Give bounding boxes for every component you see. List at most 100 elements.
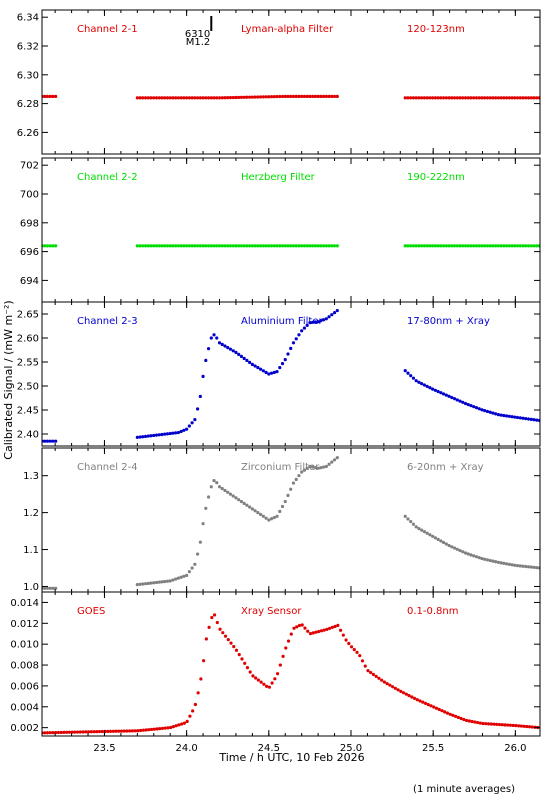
y-tick-label: 698 xyxy=(20,218,39,229)
data-point xyxy=(327,94,331,98)
data-point xyxy=(212,333,216,337)
data-point xyxy=(212,613,217,617)
data-point xyxy=(417,244,421,248)
data-point xyxy=(366,669,370,673)
data-point xyxy=(510,96,514,100)
data-point xyxy=(302,244,307,248)
data-point xyxy=(508,723,513,727)
data-point xyxy=(526,417,531,421)
x-axis-label: Time / h UTC, 10 Feb 2026 xyxy=(218,751,364,764)
data-point xyxy=(100,729,104,734)
data-point xyxy=(447,394,451,398)
data-point xyxy=(407,693,411,698)
y-tick-label: 6.26 xyxy=(17,128,39,139)
data-point xyxy=(198,96,202,100)
channel-label: Channel 2-3 xyxy=(77,316,138,327)
data-point xyxy=(204,506,208,510)
data-point xyxy=(537,566,540,570)
data-point xyxy=(248,670,252,674)
data-point xyxy=(283,244,287,248)
data-point xyxy=(428,96,432,100)
data-point xyxy=(106,729,110,734)
data-point xyxy=(272,95,276,99)
data-point xyxy=(43,244,47,248)
data-point xyxy=(338,628,343,632)
data-point xyxy=(231,349,235,353)
data-point xyxy=(152,727,156,731)
data-point xyxy=(193,702,197,707)
data-point xyxy=(469,244,473,248)
data-point xyxy=(108,729,113,733)
data-point xyxy=(149,244,153,248)
data-point xyxy=(283,499,287,504)
data-point xyxy=(258,95,263,99)
data-point xyxy=(488,96,492,100)
panel-frame xyxy=(41,9,541,155)
filter-label: Herzberg Filter xyxy=(241,172,316,183)
band-label: 6-20nm + Xray xyxy=(407,462,484,473)
data-point xyxy=(275,94,279,99)
panel-1: 6.26 6.28 6.30 6.32 6.34 Channel 2-1 Lyman-alp… xyxy=(17,9,541,155)
data-point xyxy=(256,95,260,99)
data-point xyxy=(185,427,189,431)
band-label: 17-80nm + Xray xyxy=(407,316,490,327)
data-point xyxy=(171,96,175,100)
data-point xyxy=(300,329,304,333)
data-point xyxy=(54,730,58,735)
data-point xyxy=(483,244,487,248)
data-point xyxy=(135,244,139,248)
data-point xyxy=(327,462,331,466)
data-point xyxy=(196,691,200,695)
data-point xyxy=(477,244,481,248)
data-point xyxy=(95,730,99,734)
data-point xyxy=(518,564,522,568)
data-point xyxy=(316,94,320,98)
series-points xyxy=(42,244,540,248)
data-point xyxy=(269,244,274,248)
data-point xyxy=(242,244,246,248)
data-point xyxy=(417,380,421,384)
data-point xyxy=(146,96,150,100)
data-point xyxy=(328,626,332,630)
data-point xyxy=(485,409,490,414)
data-point xyxy=(507,414,511,418)
data-point xyxy=(532,244,536,248)
data-point xyxy=(160,432,164,437)
data-point xyxy=(447,244,451,248)
y-tick-label: 6.30 xyxy=(17,70,39,81)
data-point xyxy=(256,678,261,682)
data-point xyxy=(278,366,282,370)
panel-frame xyxy=(41,301,541,447)
y-tick-label: 0.008 xyxy=(10,661,39,672)
data-point xyxy=(313,94,317,98)
data-point xyxy=(518,416,522,420)
data-point xyxy=(209,485,213,489)
y-tick-label: 6.32 xyxy=(17,42,39,53)
data-point xyxy=(56,730,61,735)
data-point xyxy=(195,96,200,100)
data-point xyxy=(62,730,66,734)
data-point xyxy=(330,244,334,248)
data-point xyxy=(511,723,515,728)
data-point xyxy=(258,244,263,248)
data-point xyxy=(526,96,531,100)
data-point xyxy=(54,439,58,443)
data-point xyxy=(537,418,540,423)
data-point xyxy=(297,474,301,478)
data-point xyxy=(294,94,298,98)
data-point xyxy=(496,413,500,417)
data-point xyxy=(472,96,476,100)
data-point xyxy=(450,244,454,248)
data-point xyxy=(117,729,121,733)
data-point xyxy=(206,244,211,248)
data-point xyxy=(302,94,307,98)
data-point xyxy=(272,244,276,248)
data-point xyxy=(114,729,118,733)
data-point xyxy=(221,631,225,635)
data-point xyxy=(152,581,156,585)
data-point xyxy=(76,730,80,734)
data-point xyxy=(526,565,531,569)
series-points xyxy=(42,456,540,590)
data-point xyxy=(174,431,178,435)
data-point xyxy=(311,465,315,469)
